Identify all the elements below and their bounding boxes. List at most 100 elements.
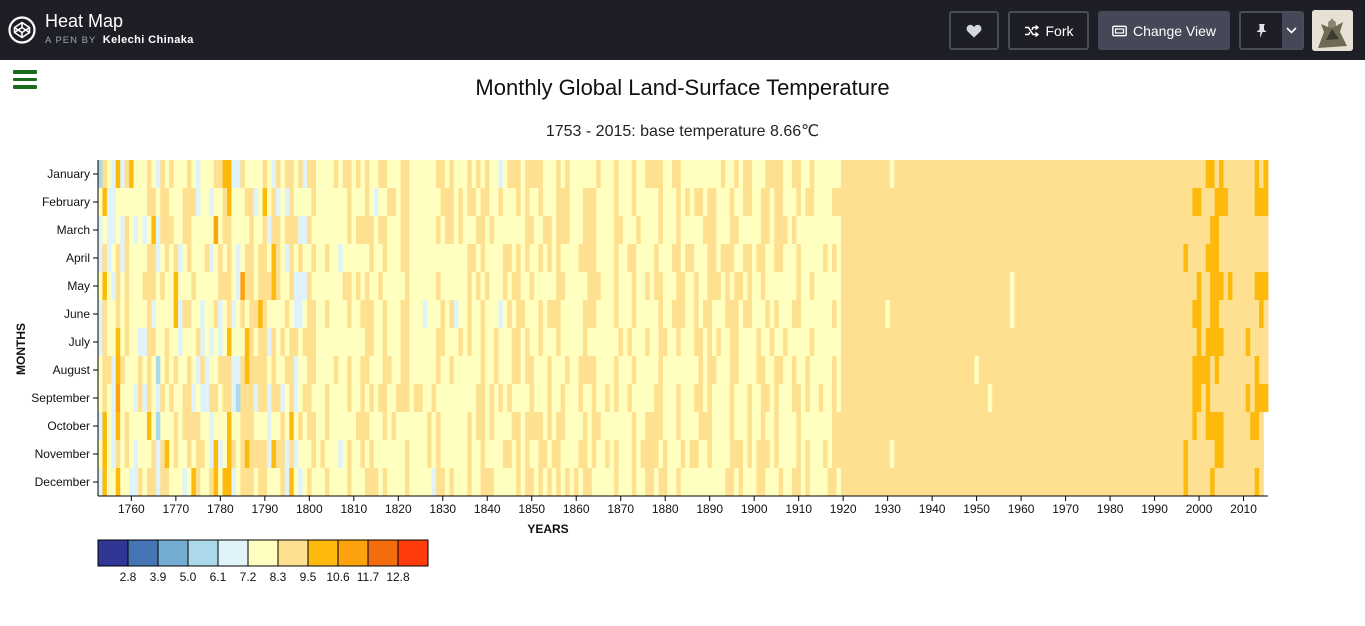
heatmap-cell[interactable] — [938, 328, 944, 356]
heatmap-cell[interactable] — [525, 272, 530, 300]
heatmap-cell[interactable] — [560, 328, 566, 356]
heatmap-cell[interactable] — [160, 216, 166, 244]
heatmap-cell[interactable] — [400, 188, 406, 216]
heatmap-cell[interactable] — [445, 356, 450, 384]
heatmap-cell[interactable] — [538, 412, 544, 440]
heatmap-cell[interactable] — [235, 216, 241, 244]
heatmap-cell[interactable] — [271, 440, 277, 468]
heatmap-cell[interactable] — [396, 160, 401, 188]
heatmap-cell[interactable] — [614, 412, 619, 440]
heatmap-cell[interactable] — [404, 468, 410, 496]
heatmap-cell[interactable] — [800, 328, 806, 356]
heatmap-cell[interactable] — [698, 356, 704, 384]
heatmap-cell[interactable] — [1241, 216, 1247, 244]
heatmap-cell[interactable] — [974, 216, 980, 244]
heatmap-cell[interactable] — [1161, 356, 1167, 384]
heatmap-cell[interactable] — [409, 384, 415, 412]
heatmap-cell[interactable] — [916, 300, 922, 328]
heatmap-cell[interactable] — [725, 272, 731, 300]
heatmap-cell[interactable] — [1072, 384, 1078, 412]
heatmap-cell[interactable] — [658, 412, 664, 440]
heatmap-cell[interactable] — [680, 468, 686, 496]
heatmap-cell[interactable] — [720, 188, 726, 216]
heatmap-cell[interactable] — [409, 160, 415, 188]
heatmap-cell[interactable] — [818, 300, 824, 328]
heatmap-cell[interactable] — [342, 300, 348, 328]
heatmap-cell[interactable] — [969, 328, 975, 356]
heatmap-cell[interactable] — [618, 188, 624, 216]
heatmap-cell[interactable] — [867, 384, 873, 412]
heatmap-cell[interactable] — [627, 272, 633, 300]
heatmap-cell[interactable] — [1121, 412, 1127, 440]
heatmap-cell[interactable] — [1005, 160, 1011, 188]
heatmap-cell[interactable] — [160, 356, 166, 384]
heatmap-cell[interactable] — [956, 384, 962, 412]
heatmap-cell[interactable] — [1152, 160, 1158, 188]
heatmap-cell[interactable] — [1241, 356, 1247, 384]
heatmap-cell[interactable] — [689, 356, 695, 384]
heatmap-cell[interactable] — [1032, 244, 1038, 272]
heatmap-cell[interactable] — [1050, 244, 1055, 272]
heatmap-cell[interactable] — [1072, 244, 1078, 272]
heatmap-cell[interactable] — [743, 272, 748, 300]
heatmap-cell[interactable] — [440, 188, 446, 216]
heatmap-cell[interactable] — [1050, 328, 1055, 356]
heatmap-cell[interactable] — [502, 356, 508, 384]
heatmap-cell[interactable] — [547, 244, 553, 272]
heatmap-cell[interactable] — [418, 440, 424, 468]
heatmap-cell[interactable] — [983, 272, 989, 300]
heatmap-cell[interactable] — [1161, 328, 1167, 356]
heatmap-cell[interactable] — [471, 300, 477, 328]
heatmap-cell[interactable] — [1090, 216, 1095, 244]
heatmap-cell[interactable] — [235, 468, 241, 496]
heatmap-cell[interactable] — [364, 160, 370, 188]
heatmap-cell[interactable] — [191, 468, 197, 496]
heatmap-cell[interactable] — [996, 244, 1002, 272]
heatmap-cell[interactable] — [160, 468, 166, 496]
heatmap-cell[interactable] — [436, 160, 441, 188]
heatmap-cell[interactable] — [267, 384, 272, 412]
heatmap-cell[interactable] — [1067, 244, 1073, 272]
heatmap-cell[interactable] — [605, 440, 610, 468]
heatmap-cell[interactable] — [947, 356, 953, 384]
heatmap-cell[interactable] — [578, 216, 584, 244]
heatmap-cell[interactable] — [738, 300, 744, 328]
heatmap-cell[interactable] — [542, 412, 548, 440]
heatmap-cell[interactable] — [493, 356, 499, 384]
heatmap-cell[interactable] — [1138, 468, 1144, 496]
author-link[interactable]: Kelechi Chinaka — [102, 34, 194, 46]
heatmap-cell[interactable] — [302, 216, 308, 244]
heatmap-cell[interactable] — [1156, 160, 1162, 188]
heatmap-cell[interactable] — [476, 412, 481, 440]
heatmap-cell[interactable] — [854, 356, 860, 384]
heatmap-cell[interactable] — [520, 188, 526, 216]
heatmap-cell[interactable] — [943, 160, 949, 188]
heatmap-cell[interactable] — [1125, 216, 1131, 244]
heatmap-cell[interactable] — [849, 300, 855, 328]
heatmap-cell[interactable] — [1094, 244, 1100, 272]
heatmap-cell[interactable] — [418, 160, 424, 188]
heatmap-cell[interactable] — [912, 440, 917, 468]
heatmap-cell[interactable] — [587, 384, 593, 412]
heatmap-cell[interactable] — [373, 440, 379, 468]
heatmap-cell[interactable] — [903, 468, 909, 496]
heatmap-cell[interactable] — [560, 272, 566, 300]
heatmap-cell[interactable] — [765, 384, 771, 412]
heatmap-cell[interactable] — [907, 216, 913, 244]
heatmap-cell[interactable] — [520, 328, 526, 356]
heatmap-cell[interactable] — [1081, 272, 1087, 300]
heatmap-cell[interactable] — [551, 328, 557, 356]
heatmap-cell[interactable] — [329, 272, 335, 300]
heatmap-cell[interactable] — [1170, 272, 1175, 300]
heatmap-cell[interactable] — [1098, 244, 1104, 272]
heatmap-cell[interactable] — [765, 412, 771, 440]
heatmap-cell[interactable] — [1223, 160, 1229, 188]
heatmap-cell[interactable] — [333, 244, 339, 272]
heatmap-cell[interactable] — [155, 188, 161, 216]
heatmap-cell[interactable] — [351, 356, 357, 384]
heatmap-cell[interactable] — [133, 356, 139, 384]
heatmap-cell[interactable] — [818, 244, 824, 272]
heatmap-cell[interactable] — [289, 160, 295, 188]
heatmap-cell[interactable] — [925, 384, 931, 412]
heatmap-cell[interactable] — [805, 272, 811, 300]
